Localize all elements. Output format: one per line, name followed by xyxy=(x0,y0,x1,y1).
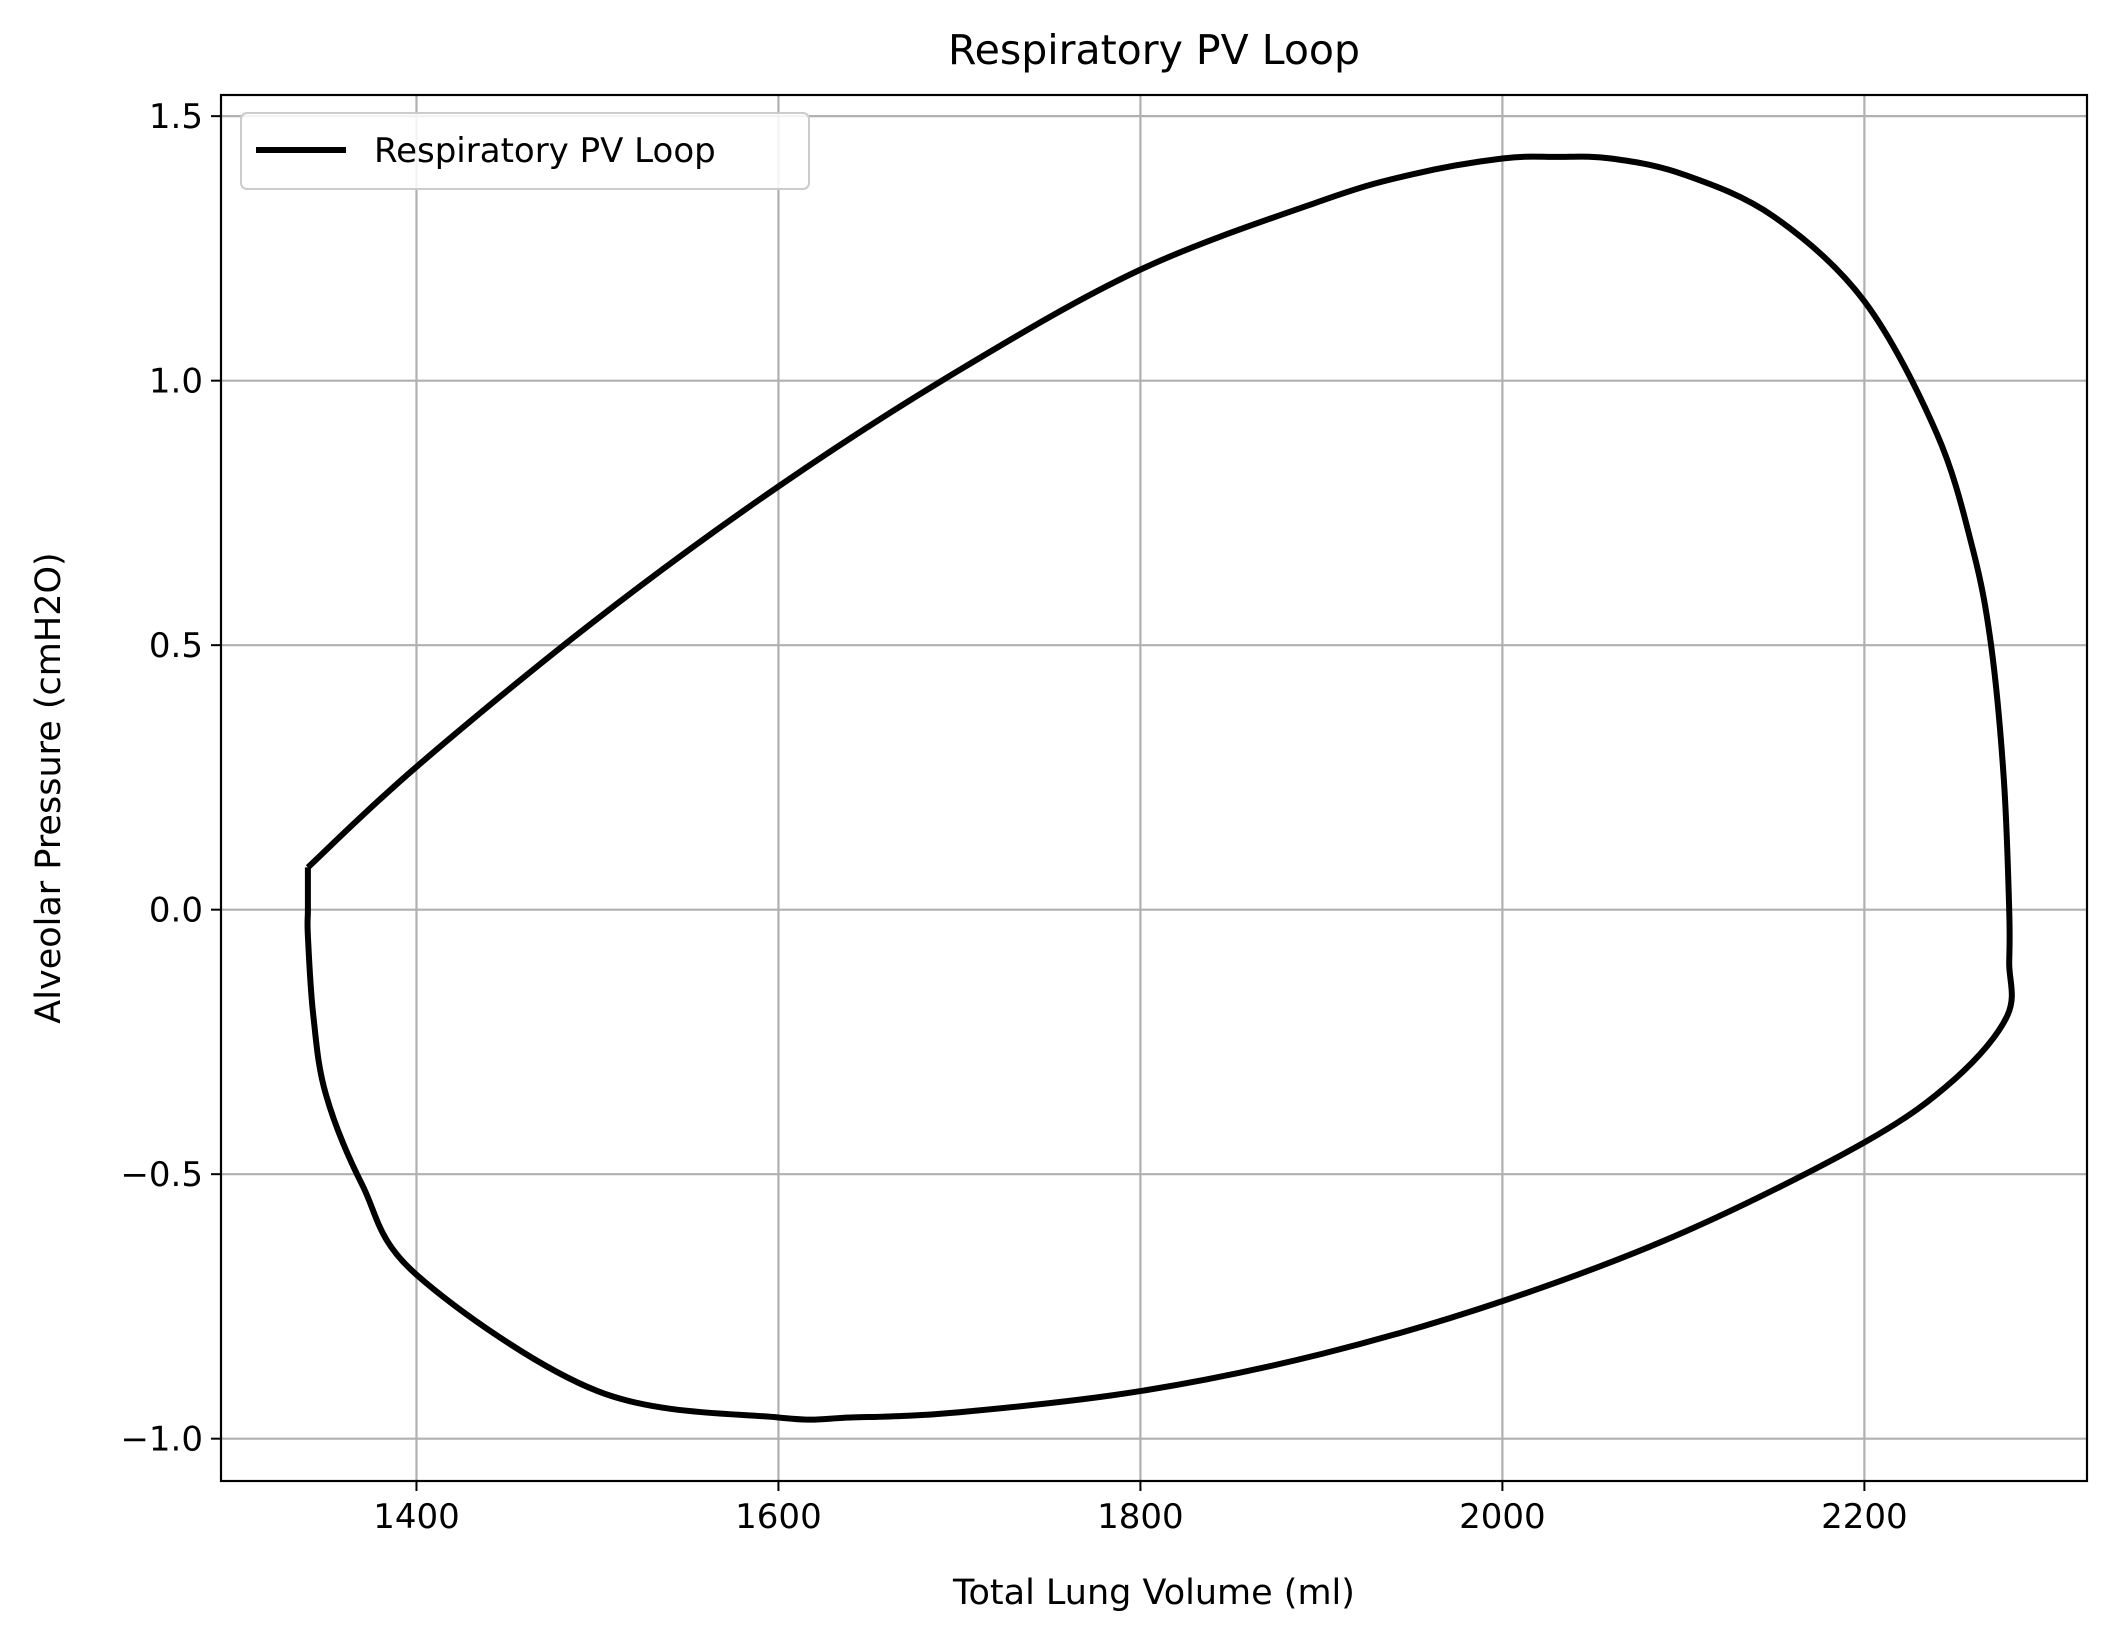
x-tick-label: 1600 xyxy=(735,1497,822,1537)
y-tick-label: −0.5 xyxy=(120,1155,203,1195)
legend-label: Respiratory PV Loop xyxy=(374,131,716,171)
axis-ticks: 1400 1600 1800 2000 2200 −1.0 −0.5 0.0 0.5 1.0 1.5 xyxy=(120,97,1907,1537)
x-tick-label: 2000 xyxy=(1459,1497,1546,1537)
y-tick-label: 0.5 xyxy=(149,626,203,666)
x-tick-label: 1800 xyxy=(1097,1497,1184,1537)
x-tick-label: 1400 xyxy=(373,1497,460,1537)
legend: Respiratory PV Loop xyxy=(240,112,810,190)
legend-box xyxy=(240,112,810,190)
series-line-respiratory-pv-loop xyxy=(304,153,2015,1423)
y-tick-label: 1.5 xyxy=(149,97,203,137)
y-tick-label: −1.0 xyxy=(120,1420,203,1460)
x-tick-label: 2200 xyxy=(1821,1497,1908,1537)
plot-area-frame xyxy=(219,93,2089,1483)
y-tick-label: 1.0 xyxy=(149,362,203,402)
x-axis-label: Total Lung Volume (ml) xyxy=(952,1573,1355,1613)
chart-title: Respiratory PV Loop xyxy=(948,26,1360,74)
y-axis-label: Alveolar Pressure (cmH2O) xyxy=(29,552,69,1023)
y-tick-label: 0.0 xyxy=(149,891,203,931)
